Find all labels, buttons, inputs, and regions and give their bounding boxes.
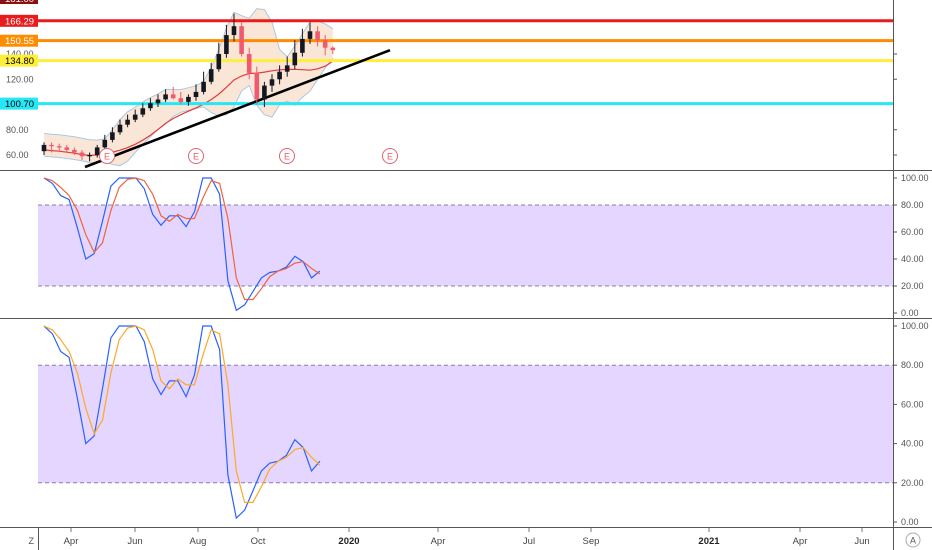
trend-line <box>84 48 391 169</box>
time-axis-label: Apr <box>431 536 446 547</box>
earnings-event-marker <box>188 148 204 164</box>
top-price-tag <box>0 0 38 4</box>
time-axis-label: Sep <box>583 536 600 547</box>
candle-body <box>148 103 153 109</box>
level-tag-0 <box>0 14 38 27</box>
level-tag-2 <box>0 54 38 67</box>
candle-body <box>330 47 336 51</box>
time-axis-label: Apr <box>793 536 808 547</box>
candle-body <box>170 94 176 99</box>
earnings-event-marker <box>382 148 398 164</box>
candle-body <box>277 71 282 80</box>
osc-tick-label: 60.00 <box>901 399 924 409</box>
auto-scale-button <box>905 532 921 548</box>
osc-tick-label: 80.00 <box>901 360 924 370</box>
osc-tick-label: 0.00 <box>901 517 919 527</box>
candle-body <box>224 35 229 54</box>
candle-body <box>262 85 267 100</box>
candle-body <box>94 147 100 155</box>
osc-tick-label: 100.00 <box>901 173 929 183</box>
log-scale-toggle: Z <box>29 536 35 546</box>
candle-body <box>125 119 130 125</box>
price-tick-label: 140.00 <box>6 49 34 59</box>
price-tick-label: 120.00 <box>6 74 34 84</box>
candle-body <box>201 81 206 92</box>
candle-body <box>284 65 290 72</box>
bollinger-band-fill <box>44 8 333 166</box>
oscillator-d-line-2 <box>43 325 321 503</box>
candle-body <box>292 52 298 66</box>
overbought-oversold-zone-2 <box>38 365 893 483</box>
time-axis-label: Aug <box>190 536 207 547</box>
level-tag-3 <box>0 97 38 110</box>
earnings-event-marker <box>279 148 295 164</box>
osc-tick-label: 40.00 <box>901 439 924 449</box>
earnings-event-label: E <box>387 152 393 162</box>
moving-average-line <box>43 60 334 157</box>
candle-body <box>246 54 252 73</box>
candle-body <box>208 69 214 82</box>
candle-body <box>216 54 222 70</box>
candle-body <box>87 155 92 157</box>
oscillator-k-line-1 <box>43 177 321 312</box>
candle-body <box>193 91 199 97</box>
candle-body <box>269 79 275 86</box>
candle-body <box>231 26 237 35</box>
candle-body <box>155 99 161 104</box>
osc-tick-label: 20.00 <box>901 478 924 488</box>
candle-body <box>64 147 70 150</box>
candle-body <box>110 132 115 140</box>
candle-body <box>72 149 77 153</box>
candle-body <box>56 146 62 148</box>
candle-body <box>300 38 305 53</box>
earnings-event-marker <box>99 148 115 164</box>
level-tag-label-2: 134.80 <box>5 56 34 67</box>
osc-tick-label: 0.00 <box>901 308 919 318</box>
earnings-event-label: E <box>193 152 199 162</box>
time-axis-label: Oct <box>251 536 266 547</box>
level-tag-label-0: 166.29 <box>5 16 34 27</box>
osc-tick-label: 60.00 <box>901 227 924 237</box>
candle-body <box>140 108 146 115</box>
oscillator-d-line-1 <box>43 177 321 301</box>
candle-body <box>322 40 328 48</box>
candle-body <box>79 152 85 157</box>
level-tag-label-1: 150.55 <box>5 36 34 47</box>
top-price-tag-label: 181.00 <box>5 0 34 5</box>
candle-body <box>132 114 138 120</box>
earnings-event-label: E <box>284 152 290 162</box>
osc-tick-label: 80.00 <box>901 200 924 210</box>
candle-body <box>186 96 191 102</box>
candle-body <box>254 72 260 100</box>
time-axis-label: 2020 <box>338 536 359 547</box>
time-axis-label: Apr <box>64 536 79 547</box>
osc-tick-label: 40.00 <box>901 254 924 264</box>
time-axis-label: Jun <box>127 536 142 547</box>
osc-tick-label: 100.00 <box>901 321 929 331</box>
candle-body <box>239 26 244 54</box>
osc-tick-label: 20.00 <box>901 281 924 291</box>
candle-body <box>117 124 123 133</box>
level-tag-label-3: 100.70 <box>5 99 34 110</box>
candle-body <box>307 31 313 39</box>
earnings-event-label: E <box>104 152 110 162</box>
candle-body <box>41 144 47 152</box>
candle-body <box>102 139 108 148</box>
overbought-oversold-zone-1 <box>38 205 893 286</box>
bollinger-upper-line <box>43 8 334 141</box>
price-tick-label: 80.00 <box>6 125 29 135</box>
candle-body <box>49 144 54 147</box>
candle-body <box>178 98 184 102</box>
candle-body <box>163 94 168 100</box>
auto-scale-label: A <box>910 536 916 546</box>
time-axis-label: Jun <box>854 536 869 547</box>
time-axis-label: Jul <box>523 536 535 547</box>
time-axis-label: 2021 <box>698 536 720 547</box>
candle-body <box>315 31 320 41</box>
price-tick-label: 60.00 <box>6 150 29 160</box>
oscillator-k-line-2 <box>43 325 321 520</box>
level-tag-1 <box>0 34 38 47</box>
